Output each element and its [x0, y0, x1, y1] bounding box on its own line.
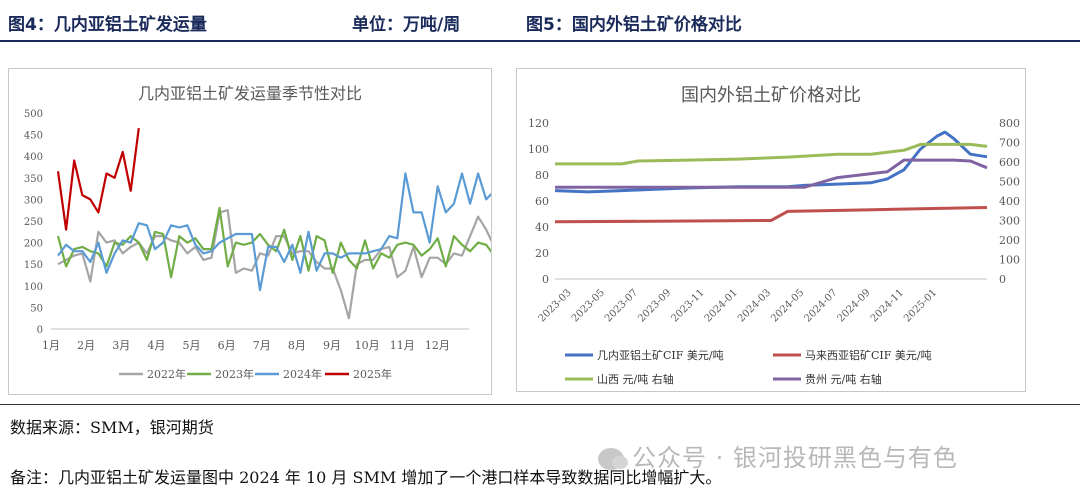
y-right-tick-label: 400: [999, 195, 1020, 208]
x-tick-label: 2024-01: [703, 287, 740, 324]
chart-shipments: 几内亚铝土矿发运量季节性对比 0 50 100 150 200 250 300 350 400 45…: [24, 84, 520, 381]
wechat-icon: [598, 448, 628, 470]
chart-title: 国内外铝土矿价格对比: [681, 85, 861, 106]
watermark: 公众号 · 银河投研黑色与有色: [598, 438, 958, 473]
y-right-tick-label: 300: [999, 215, 1020, 228]
y-tick-label: 0: [37, 325, 43, 336]
x-tick-label: 4月: [147, 339, 165, 352]
x-tick-label: 8月: [288, 339, 306, 352]
x-tick-label: 2023-07: [603, 287, 640, 324]
series-line: [555, 158, 988, 189]
y-left-tick-label: 120: [528, 117, 549, 130]
y-left-tick-label: 60: [535, 195, 549, 208]
x-tick-label: 2023-09: [636, 287, 673, 324]
x-tick-label: 2023-03: [537, 287, 574, 324]
x-tick-label: 2023-05: [570, 287, 607, 324]
y-right-tick-label: 800: [999, 117, 1020, 130]
x-tick-label: 2024-09: [836, 287, 873, 324]
x-tick-label: 2025-01: [902, 287, 939, 324]
legend-label: 2022年: [147, 367, 186, 381]
x-tick-label: 2024-11: [869, 287, 906, 324]
header-divider: [0, 40, 1080, 42]
legend-label: 贵州 元/吨 右轴: [805, 372, 882, 386]
chart-shipments-box: 几内亚铝土矿发运量季节性对比 0 50 100 150 200 250 300 350 400 45…: [8, 68, 520, 395]
series-line: [554, 206, 988, 224]
y-right-tick-label: 200: [999, 234, 1020, 247]
chart-title: 几内亚铝土矿发运量季节性对比: [138, 84, 362, 103]
series-line: [555, 142, 988, 166]
y-left-tick-label: 40: [535, 221, 549, 234]
y-tick-label: 500: [24, 109, 43, 120]
legend-label: 马来西亚铝矿CIF 美元/吨: [805, 348, 932, 362]
x-tick-label: 5月: [183, 339, 201, 352]
x-tick-label: 10月: [355, 339, 380, 352]
x-tick-label: 1月: [42, 339, 60, 352]
chart-prices-box: 国内外铝土矿价格对比 0 20 40 60 80 100 120 0 100 200 300 400 50…: [516, 68, 1026, 392]
y-tick-label: 450: [24, 131, 43, 142]
source-note: 数据来源：SMM，银河期货: [10, 418, 214, 437]
chart-prices: 国内外铝土矿价格对比 0 20 40 60 80 100 120 0 100 200 300 400 50…: [528, 85, 1020, 386]
x-tick-label: 2024-05: [769, 287, 806, 324]
legend-label: 2024年: [283, 367, 322, 381]
y-right-tick-label: 0: [999, 273, 1006, 286]
y-tick-label: 150: [24, 260, 43, 271]
series-line: [56, 127, 140, 231]
remark-note: 备注：几内亚铝土矿发运量图中 2024 年 10 月 SMM 增加了一个港口样本…: [10, 468, 722, 487]
y-right-tick-label: 500: [999, 176, 1020, 189]
y-right-tick-label: 700: [999, 137, 1020, 150]
y-left-tick-label: 20: [535, 247, 549, 260]
series-line: [56, 206, 520, 279]
fig4-title: 图4：几内亚铝土矿发运量: [8, 15, 207, 35]
x-tick-label: 12月: [425, 339, 450, 352]
x-tick-label: 2024-07: [802, 287, 839, 324]
y-right-tick-label: 600: [999, 156, 1020, 169]
watermark-text: 公众号 · 银河投研黑色与有色: [632, 444, 958, 472]
y-tick-label: 350: [24, 174, 43, 185]
fig4-unit: 单位：万吨/周: [352, 15, 461, 35]
y-tick-label: 300: [24, 195, 43, 206]
legend-label: 几内亚铝土矿CIF 美元/吨: [597, 348, 724, 362]
y-tick-label: 250: [24, 217, 43, 228]
y-left-tick-label: 0: [542, 273, 549, 286]
series-line: [57, 172, 496, 292]
y-tick-label: 200: [24, 239, 43, 250]
x-tick-label: 11月: [390, 339, 415, 352]
y-left-tick-label: 100: [528, 143, 549, 156]
x-tick-label: 7月: [253, 339, 271, 352]
legend-label: 2023年: [215, 367, 254, 381]
legend-label: 山西 元/吨 右轴: [597, 372, 674, 386]
y-right-tick-label: 100: [999, 254, 1020, 267]
series-line: [554, 130, 988, 194]
fig5-title: 图5：国内外铝土矿价格对比: [526, 15, 742, 35]
x-tick-label: 3月: [112, 339, 130, 352]
x-tick-label: 2月: [77, 339, 95, 352]
x-tick-label: 2023-11: [669, 287, 706, 324]
y-left-tick-label: 80: [535, 169, 549, 182]
footer-divider: [0, 404, 1080, 405]
legend-label: 2025年: [353, 367, 392, 381]
y-tick-label: 400: [24, 152, 43, 163]
x-tick-label: 9月: [323, 339, 341, 352]
x-tick-label: 6月: [218, 339, 236, 352]
x-tick-label: 2024-03: [736, 287, 773, 324]
y-tick-label: 50: [30, 303, 43, 314]
y-tick-label: 100: [24, 282, 43, 293]
